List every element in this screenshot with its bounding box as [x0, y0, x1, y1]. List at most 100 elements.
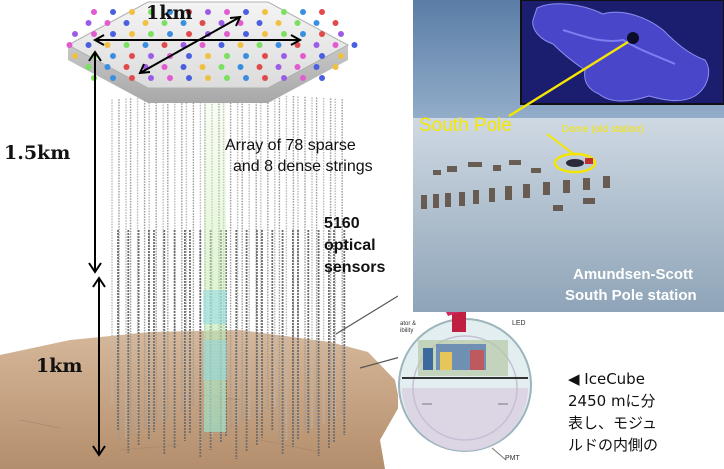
surface-station-dot — [224, 53, 230, 59]
surface-side — [68, 45, 348, 103]
south-pole-aerial-photo: South Pole Dome (old station) Amundsen-S… — [413, 0, 724, 312]
surface-station-dot — [104, 64, 111, 70]
surface-station-dot — [275, 20, 282, 26]
surface-station-dot — [199, 20, 206, 26]
module-label-led: LED — [512, 320, 526, 327]
surface-station-dot — [218, 42, 225, 48]
surface-station-dot — [161, 42, 168, 48]
surface-station-dot — [300, 9, 306, 15]
surface-station-dot — [110, 9, 116, 15]
surface-station-dot — [313, 42, 320, 48]
surface-station-dot — [167, 9, 173, 15]
module-label-side2: ibility — [400, 328, 414, 334]
surface-station-dot — [123, 64, 130, 70]
surface-station-dot — [199, 42, 206, 48]
surface-station-dot — [186, 9, 192, 15]
surface-station-dot — [72, 53, 78, 59]
sensor-label-line3: sensors — [324, 259, 386, 276]
surface-station-dots — [66, 9, 358, 81]
surface-station-dot — [142, 20, 149, 26]
surface-station-dot — [351, 42, 358, 48]
surface-station-dot — [338, 53, 344, 59]
surface-station-dot — [243, 9, 249, 15]
surface-station-dot — [313, 20, 320, 26]
caption-line3: 表し、モジュ — [568, 414, 657, 432]
surface-station-dot — [237, 42, 244, 48]
surface-station-dot — [275, 64, 282, 70]
figure-caption: ◀ IceCube 2450 mに分 表し、モジュ ルドの内側の — [568, 368, 724, 456]
surface-station-dot — [237, 64, 244, 70]
south-pole-pointer — [508, 40, 629, 118]
surface-station-dot — [243, 31, 249, 37]
surface-station-dot — [167, 31, 173, 37]
surface-station-dot — [148, 75, 154, 81]
surface-station-dot — [332, 64, 339, 70]
surface-station-dot — [186, 75, 192, 81]
surface-station-dot — [205, 9, 211, 15]
surface-station-dot — [281, 31, 287, 37]
surface-station-dot — [281, 9, 287, 15]
surface-station-dot — [91, 31, 97, 37]
surface-station-dot — [281, 75, 287, 81]
surface-station-dot — [319, 53, 325, 59]
surface-station-dot — [148, 31, 154, 37]
dome-label: Dome (old station) — [562, 124, 644, 135]
surface-station-dot — [281, 53, 287, 59]
surface-station-dot — [262, 9, 268, 15]
surface-station-dot — [186, 53, 192, 59]
surface-station-dot — [129, 53, 135, 59]
surface-station-dot — [110, 31, 116, 37]
surface-station-dot — [199, 64, 206, 70]
surface-station-dot — [275, 42, 282, 48]
module-leader-line-bottom — [359, 355, 405, 369]
width-arrows — [92, 15, 303, 75]
deepcore-highlight — [204, 102, 226, 432]
surface-station-dot — [294, 64, 301, 70]
surface-station-dot — [85, 42, 92, 48]
surface-station-dot — [123, 20, 130, 26]
surface-station-dot — [142, 42, 149, 48]
surface-station-dot — [72, 31, 78, 37]
surface-station-dot — [224, 75, 230, 81]
surface-station-dot — [161, 64, 168, 70]
surface-station-dot — [338, 31, 344, 37]
surface-station-dot — [224, 9, 230, 15]
surface-station-dot — [243, 75, 249, 81]
surface-station-dot — [161, 20, 168, 26]
surface-station-dot — [110, 53, 116, 59]
surface-station-dot — [300, 53, 306, 59]
surface-station-dot — [262, 53, 268, 59]
surface-station-dot — [300, 75, 306, 81]
caption-line1: ◀ IceCube — [568, 370, 645, 388]
depth-label-top: 1.5km — [4, 142, 71, 164]
surface-station-dot — [66, 42, 73, 48]
surface-station-dot — [224, 31, 230, 37]
surface-station-dot — [186, 31, 192, 37]
width-label: 1km — [146, 2, 193, 24]
surface-station-dot — [243, 53, 249, 59]
surface-station-dot — [205, 75, 211, 81]
module-label-pmt: PMT — [505, 455, 520, 462]
surface-station-dot — [129, 9, 135, 15]
surface-station-dot — [313, 64, 320, 70]
surface-station-dot — [319, 31, 325, 37]
surface-station-dot — [148, 53, 154, 59]
surface-station-dot — [180, 42, 187, 48]
sensor-count: 5160 — [324, 215, 360, 232]
surface-station-dot — [129, 75, 135, 81]
surface-station-dot — [294, 20, 301, 26]
surface-station-dot — [262, 31, 268, 37]
surface-station-dot — [332, 42, 339, 48]
caption-line2: 2450 mに分 — [568, 392, 656, 410]
surface-station-dot — [262, 75, 268, 81]
surface-station-dot — [104, 42, 111, 48]
surface-station-dot — [300, 31, 306, 37]
depth-label-bottom: 1km — [36, 355, 83, 377]
surface-station-dot — [104, 20, 111, 26]
surface-station-dot — [218, 20, 225, 26]
array-description-line2: and 8 dense strings — [233, 158, 373, 175]
optical-module-illustration — [398, 292, 534, 464]
surface-station-dot — [110, 75, 116, 81]
surface-station-dot — [218, 64, 225, 70]
surface-station-dot — [256, 42, 263, 48]
